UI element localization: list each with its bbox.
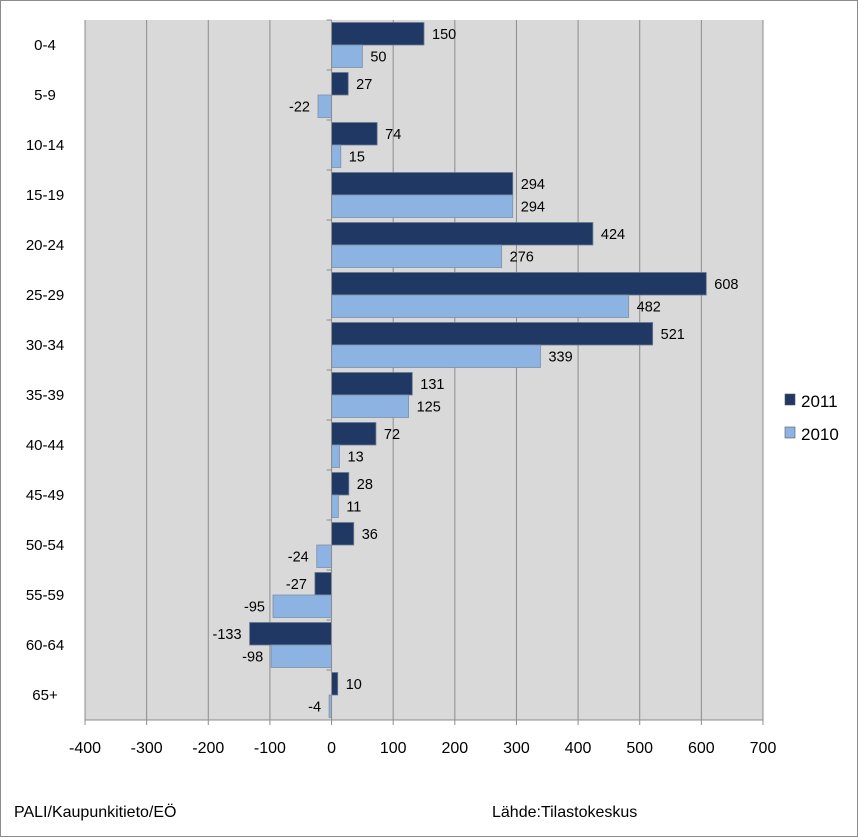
- legend: 2011 2010: [784, 392, 839, 444]
- x-tick-label: 200: [441, 740, 468, 757]
- data-label: 13: [348, 449, 364, 465]
- x-tick-label: 600: [688, 740, 715, 757]
- category-label: 0-4: [34, 37, 56, 54]
- x-tick-label: 0: [327, 740, 336, 757]
- bar-2011: [331, 172, 514, 196]
- data-label: -22: [289, 99, 310, 115]
- bar-2010: [331, 394, 409, 418]
- data-label: 521: [661, 327, 685, 343]
- bar-2011: [331, 422, 377, 446]
- legend-swatch-2010: [784, 426, 796, 439]
- data-label: 294: [521, 199, 545, 215]
- category-label: 30-34: [26, 337, 64, 354]
- labels: -400 -300 -200 -100 0 100 200 300 400 500 600 700 0-…: [26, 27, 777, 757]
- category-label: 45-49: [26, 487, 64, 504]
- bar-2010: [317, 94, 332, 118]
- data-label: 11: [346, 499, 361, 515]
- data-label: 125: [417, 399, 441, 415]
- data-label: 294: [521, 177, 545, 193]
- category-label: 55-59: [26, 587, 64, 604]
- data-label: 131: [420, 377, 444, 393]
- x-tick-label: -300: [131, 740, 163, 757]
- category-label: 35-39: [26, 387, 64, 404]
- bar-2011: [331, 122, 378, 146]
- data-label: -24: [288, 549, 309, 565]
- bar-2011: [331, 372, 413, 396]
- data-label: 482: [637, 299, 661, 315]
- bar-2010: [316, 544, 332, 568]
- data-label: 50: [370, 49, 386, 65]
- data-label: 15: [349, 149, 365, 165]
- data-label: 74: [385, 127, 401, 143]
- data-label: 10: [346, 677, 362, 693]
- footer-source: Lähde:Tilastokeskus: [492, 804, 638, 821]
- x-tick-label: -200: [192, 740, 224, 757]
- data-label: 339: [548, 349, 572, 365]
- legend-swatch-2011: [784, 393, 796, 406]
- bar-2011: [249, 622, 332, 646]
- data-label: 27: [356, 77, 372, 93]
- bar-2011: [331, 322, 654, 346]
- x-tick-label: 100: [380, 740, 407, 757]
- x-tick-label: 400: [565, 740, 592, 757]
- bar-2010: [270, 644, 332, 668]
- x-tick-label: 500: [626, 740, 653, 757]
- category-label: 10-14: [26, 137, 64, 154]
- data-label: 608: [714, 277, 738, 293]
- bar-2010: [331, 194, 514, 218]
- bar-2011: [331, 672, 339, 696]
- data-label: 36: [362, 527, 378, 543]
- gridlines: [84, 20, 764, 720]
- bar-2010: [331, 444, 340, 468]
- bar-2011: [331, 272, 707, 296]
- bar-2011: [331, 222, 594, 246]
- category-label: 15-19: [26, 187, 64, 204]
- x-tick-label: -100: [254, 740, 286, 757]
- bar-2011: [331, 22, 425, 46]
- data-label: -27: [286, 577, 307, 593]
- bar-2010: [331, 244, 503, 268]
- data-label: -4: [308, 699, 321, 715]
- legend-label-2010: 2010: [801, 425, 839, 444]
- x-tick-label: 300: [503, 740, 530, 757]
- data-label: -133: [213, 627, 242, 643]
- bar-2010: [331, 44, 363, 68]
- bar-2011: [331, 472, 350, 496]
- category-label: 40-44: [26, 437, 64, 454]
- bar-2011: [331, 72, 349, 96]
- category-label: 60-64: [26, 637, 64, 654]
- x-tick-label: 700: [750, 740, 777, 757]
- bars: [249, 22, 707, 718]
- data-label: 150: [432, 27, 456, 43]
- x-tick-label: -400: [69, 740, 101, 757]
- category-label: 25-29: [26, 287, 64, 304]
- category-label: 65+: [32, 687, 58, 704]
- bar-2010: [331, 144, 342, 168]
- plot-area: [85, 20, 763, 720]
- category-label: 5-9: [34, 87, 56, 104]
- bar-2010: [331, 344, 541, 368]
- bar-2011: [331, 522, 355, 546]
- data-label: 72: [384, 427, 400, 443]
- axes: [84, 19, 764, 725]
- bar-2010: [331, 494, 339, 518]
- data-label: 424: [601, 227, 625, 243]
- data-label: -95: [244, 599, 265, 615]
- bar-2010: [331, 294, 630, 318]
- legend-label-2011: 2011: [801, 392, 838, 411]
- data-label: -98: [242, 649, 263, 665]
- data-label: 276: [510, 249, 534, 265]
- bar-2010: [272, 594, 332, 618]
- category-label: 50-54: [26, 537, 64, 554]
- footer-credit: PALI/Kaupunkitieto/EÖ: [14, 804, 177, 821]
- bar-2011: [314, 572, 332, 596]
- category-label: 20-24: [26, 237, 64, 254]
- data-label: 28: [357, 477, 373, 493]
